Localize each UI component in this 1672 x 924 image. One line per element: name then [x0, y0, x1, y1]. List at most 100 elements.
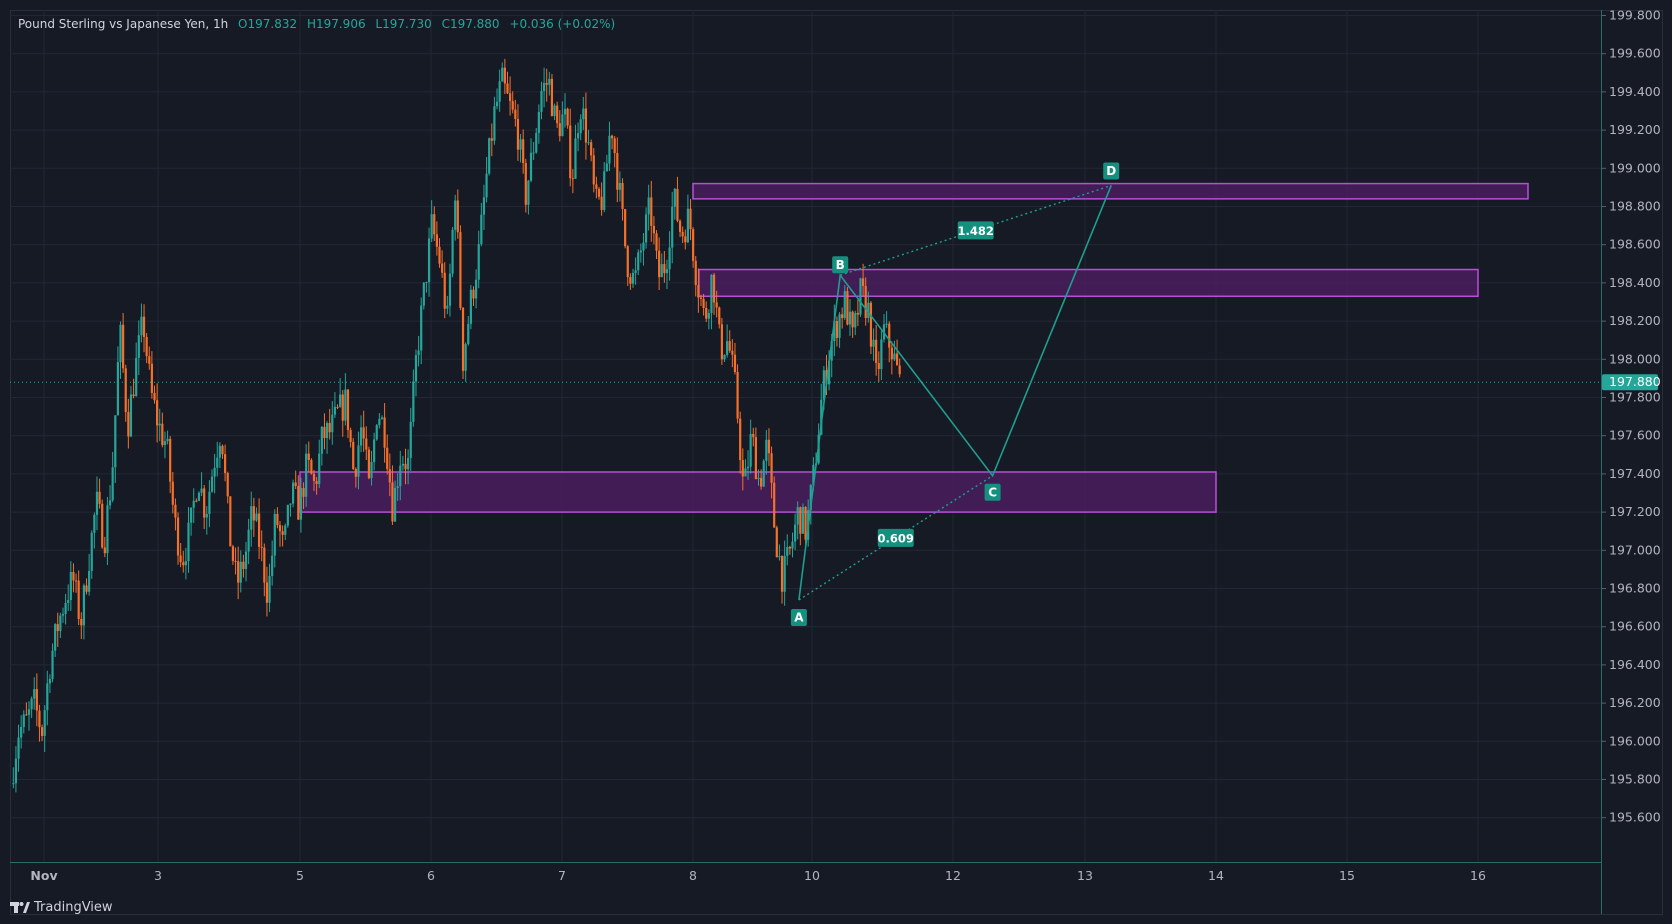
- y-tick-label-8: 198.200: [1609, 313, 1661, 328]
- candle-body: [809, 484, 812, 511]
- x-tick-label-0: Nov: [30, 868, 57, 883]
- candle-body: [307, 453, 310, 460]
- candle-body: [739, 418, 742, 461]
- candle-body: [854, 313, 857, 328]
- candle-body: [548, 78, 551, 85]
- symbol-name[interactable]: Pound Sterling vs Japanese Yen, 1h: [18, 17, 229, 31]
- candle-body: [736, 372, 739, 419]
- candle-body: [197, 492, 201, 501]
- candle-body: [516, 119, 520, 150]
- x-tick-label-6: 10: [804, 868, 820, 883]
- ratio-label-1: 1.482: [958, 224, 994, 238]
- candle-body: [631, 273, 635, 284]
- y-tick-label-11: 197.600: [1609, 428, 1661, 443]
- y-tick-label-10: 197.800: [1609, 390, 1661, 405]
- candle-body: [443, 272, 446, 309]
- x-tick-label-7: 12: [945, 868, 961, 883]
- candle-body: [859, 278, 862, 315]
- point-tag-A: [790, 608, 807, 626]
- candle-body: [80, 619, 83, 626]
- candle-body: [339, 394, 342, 407]
- candle-body: [650, 197, 653, 226]
- candle-body: [519, 139, 522, 150]
- brand-footer[interactable]: TradingView: [10, 896, 113, 918]
- candle-body: [386, 447, 389, 470]
- candle-body: [875, 339, 878, 364]
- candle-body: [833, 321, 836, 342]
- y-tick-label-19: 196.000: [1609, 733, 1661, 748]
- candle-body: [210, 476, 214, 492]
- candle-body: [187, 522, 190, 562]
- candle-body: [456, 200, 459, 233]
- candle-body: [203, 488, 206, 518]
- candle-body: [459, 232, 462, 308]
- candle-body: [558, 123, 561, 137]
- candle-body: [190, 507, 193, 523]
- candle-body: [213, 467, 216, 477]
- ratio-label-0: 0.609: [878, 531, 914, 545]
- y-tick-label-20: 195.800: [1609, 772, 1661, 787]
- candle-body: [624, 208, 627, 247]
- candle-body: [373, 439, 376, 462]
- candle-body: [271, 555, 274, 576]
- y-tick-label-0: 199.800: [1609, 8, 1661, 23]
- y-tick-label-2: 199.400: [1609, 84, 1661, 99]
- candle-body: [848, 311, 852, 325]
- candle-body: [592, 155, 595, 185]
- x-tick-label-3: 6: [427, 868, 435, 883]
- candle-body: [621, 182, 624, 209]
- x-tick-label-1: 3: [154, 868, 162, 883]
- candle-body: [401, 463, 404, 466]
- candle-body: [396, 486, 399, 488]
- candle-body: [286, 504, 289, 526]
- candle-body: [352, 441, 355, 470]
- candle-body: [561, 114, 564, 137]
- candle-body: [305, 453, 308, 497]
- candle-body: [229, 496, 232, 547]
- legend-low: L197.730: [375, 17, 432, 31]
- candle-body: [127, 412, 130, 437]
- candle-body: [501, 67, 504, 82]
- candle-body: [731, 350, 734, 355]
- candle-body: [393, 487, 397, 522]
- candle-body: [524, 163, 527, 205]
- candle-body: [658, 250, 661, 278]
- candle-body: [17, 737, 20, 759]
- candle-body: [639, 250, 642, 253]
- candle-body: [545, 83, 548, 85]
- candle-body: [587, 142, 590, 144]
- candle-body: [336, 406, 339, 408]
- candle-body: [54, 624, 57, 651]
- candle-body: [85, 585, 88, 592]
- candle-body: [357, 445, 360, 477]
- candle-body: [584, 108, 588, 143]
- y-tick-label-17: 196.400: [1609, 657, 1661, 672]
- candle-body: [247, 529, 250, 552]
- candle-body: [122, 324, 125, 369]
- candle-body: [135, 357, 138, 397]
- candle-body: [869, 302, 873, 347]
- ratio-tag-0: [877, 528, 914, 547]
- candle-body: [794, 524, 797, 542]
- candle-body: [265, 582, 269, 603]
- candles: [12, 58, 901, 793]
- candle-body: [707, 313, 710, 319]
- candle-body: [315, 480, 318, 485]
- candle-body: [668, 247, 671, 270]
- candle-body: [284, 525, 287, 535]
- candle-body: [312, 473, 316, 481]
- candle-body: [678, 220, 682, 232]
- candle-body: [590, 142, 593, 156]
- candle-body: [103, 547, 106, 554]
- candle-body: [14, 758, 18, 784]
- candle-body: [898, 365, 901, 375]
- y-tick-label-9: 198.000: [1609, 351, 1661, 366]
- candle-body: [184, 561, 187, 566]
- chart-border: [10, 10, 1663, 915]
- candle-body: [234, 560, 237, 562]
- y-tick-label-5: 198.800: [1609, 199, 1661, 214]
- x-tick-label-5: 8: [689, 868, 697, 883]
- point-tag-D: [1103, 162, 1120, 180]
